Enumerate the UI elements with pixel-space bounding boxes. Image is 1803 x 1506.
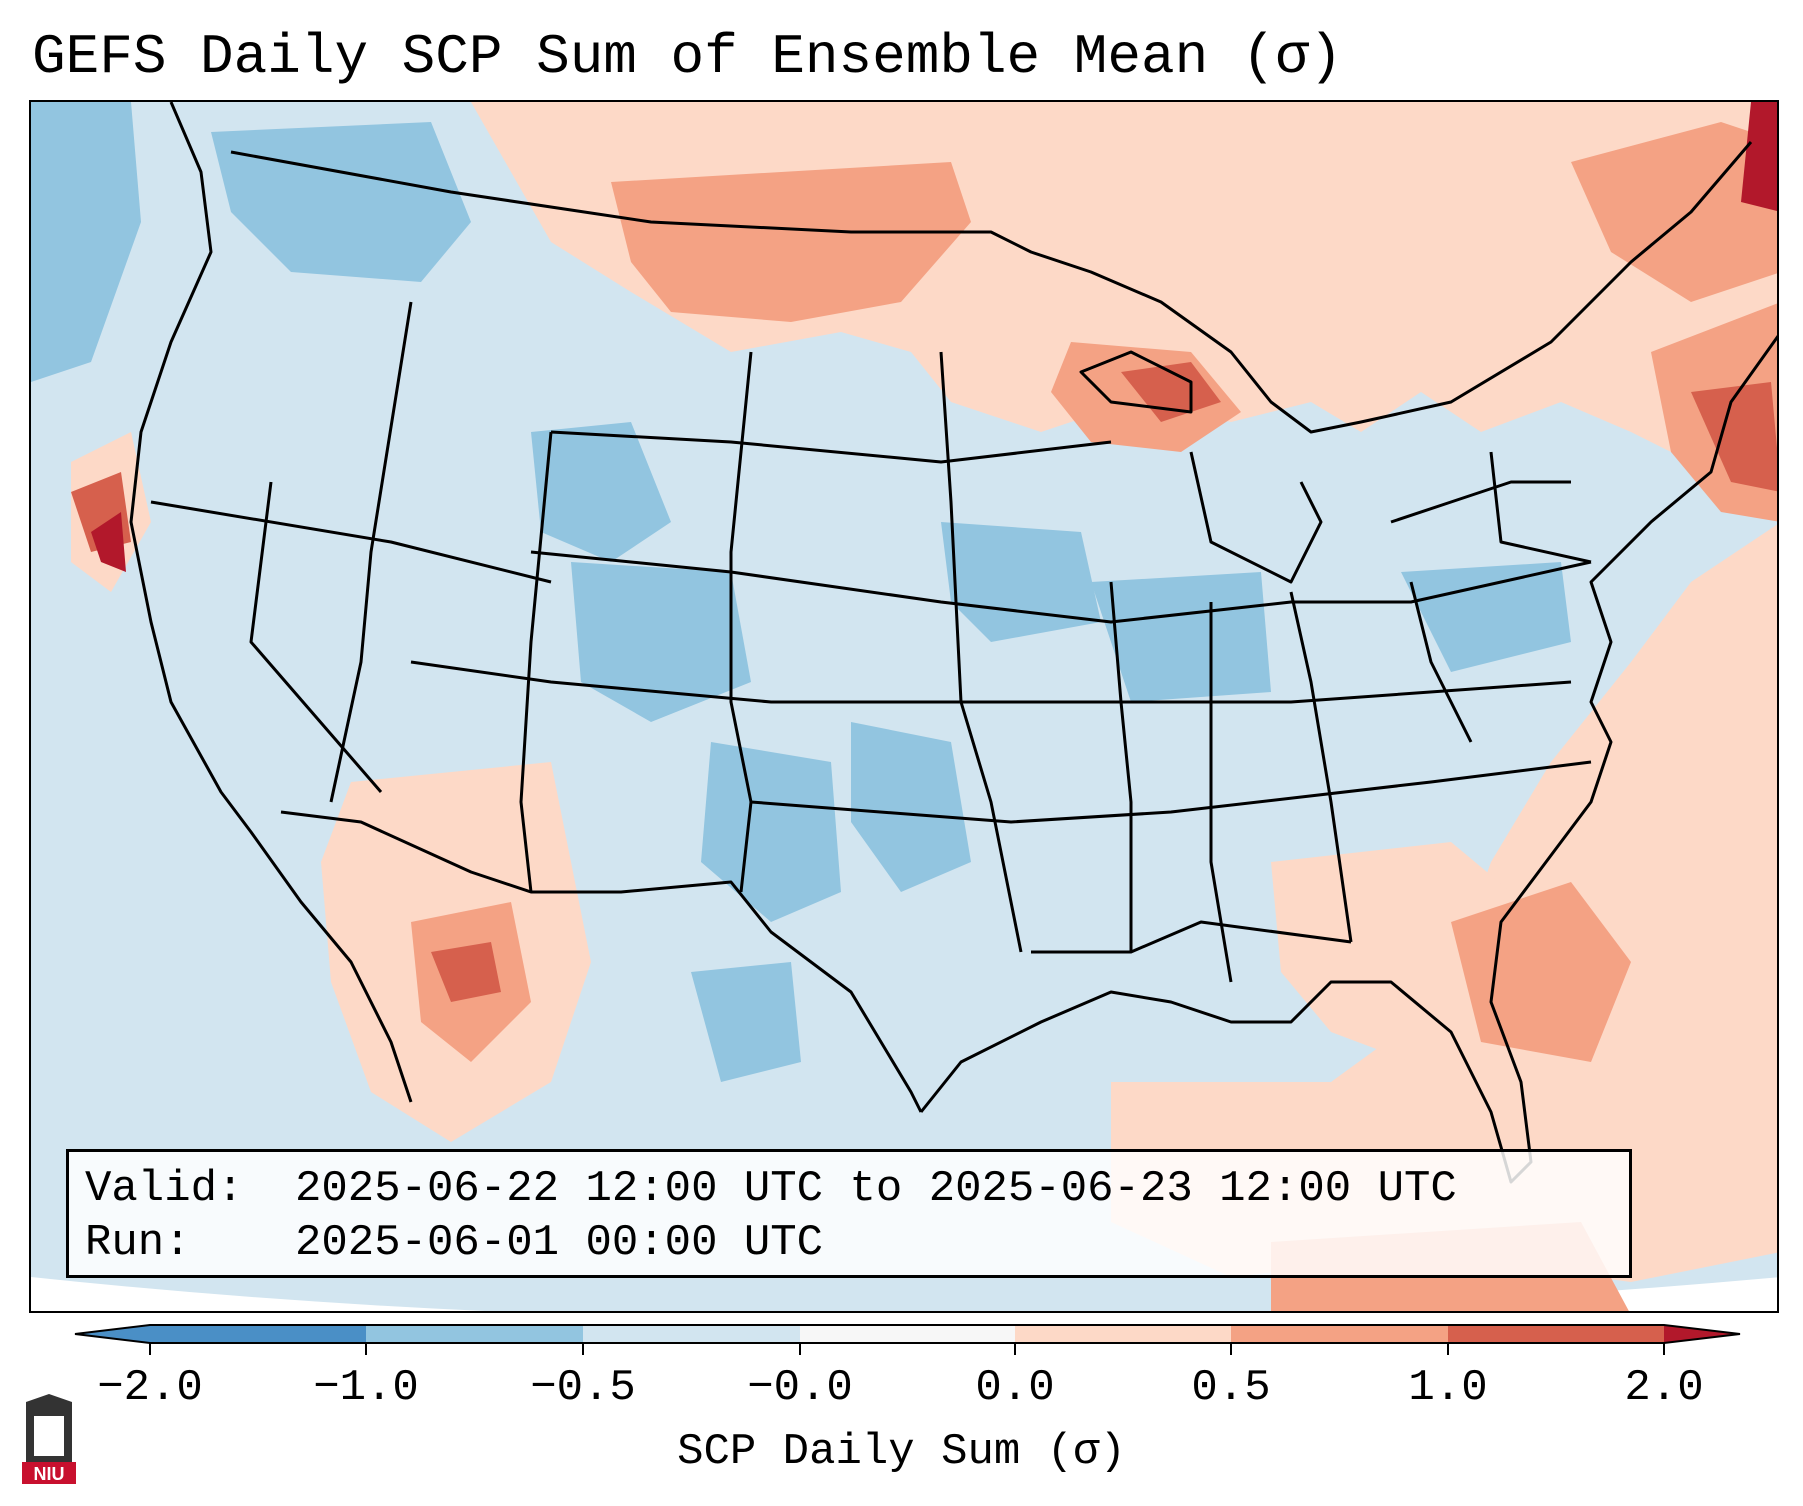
coast-extreme-area bbox=[91, 512, 126, 572]
oklahoma-negative-area bbox=[701, 742, 841, 922]
logo-text: NIU bbox=[34, 1464, 65, 1484]
map-boundaries bbox=[129, 102, 1777, 1184]
colorbar-tick-label: 0.0 bbox=[975, 1363, 1055, 1413]
positive-anomaly-strong bbox=[71, 362, 1777, 1002]
pennsylvania-negative-area bbox=[1401, 562, 1571, 672]
state-border-14 bbox=[1289, 591, 1353, 943]
niu-logo-icon: NIU bbox=[22, 1394, 76, 1484]
colorbar-extend-high bbox=[1664, 1325, 1740, 1343]
colorbar-label: SCP Daily Sum (σ) bbox=[677, 1427, 1126, 1477]
colorbar-segment bbox=[1015, 1325, 1231, 1343]
state-border-15 bbox=[1409, 581, 1473, 743]
canada-border bbox=[230, 141, 1753, 434]
valid-value: 2025-06-22 12:00 UTC to 2025-06-23 12:00… bbox=[295, 1164, 1457, 1214]
chart-title: GEFS Daily SCP Sum of Ensemble Mean (σ) bbox=[32, 25, 1343, 89]
dakota-moderate-area bbox=[611, 162, 971, 322]
colorbar-tick-label: 1.0 bbox=[1408, 1363, 1488, 1413]
mexico-border bbox=[280, 810, 923, 1113]
state-border-12 bbox=[1109, 581, 1133, 952]
state-border-11 bbox=[939, 351, 1023, 953]
kansas-negative-area bbox=[851, 722, 971, 892]
state-border-6 bbox=[1031, 920, 1352, 954]
pacific-negative-area bbox=[31, 102, 141, 382]
state-border-7 bbox=[249, 481, 383, 793]
state-border-8 bbox=[329, 301, 413, 803]
iowa-negative-area bbox=[941, 522, 1101, 642]
colorbar-extend-low bbox=[75, 1325, 150, 1343]
northeast-extreme-area bbox=[1741, 102, 1777, 211]
great-lakes-outline bbox=[1189, 451, 1323, 584]
southeast-positive-area bbox=[1271, 842, 1511, 1062]
colorbar-segment bbox=[583, 1325, 800, 1343]
map-canvas bbox=[31, 102, 1777, 1311]
state-border-5 bbox=[750, 760, 1592, 824]
texas-negative-area bbox=[691, 962, 801, 1082]
colorbar-segment bbox=[366, 1325, 583, 1343]
logo-window-shape bbox=[34, 1416, 64, 1456]
lake-erie-ontario-outline bbox=[1390, 480, 1571, 524]
run-label: Run: bbox=[85, 1218, 191, 1268]
valid-line: Valid: 2025-06-22 12:00 UTC to 2025-06-23… bbox=[85, 1162, 1613, 1216]
valid-label: Valid: bbox=[85, 1164, 244, 1214]
colorbar-tick-label: −0.5 bbox=[530, 1363, 636, 1413]
superior-strong-area bbox=[1121, 362, 1221, 422]
logo-banner-shape bbox=[22, 1462, 76, 1484]
state-border-1 bbox=[150, 500, 552, 584]
colorado-negative-area bbox=[571, 562, 751, 722]
gulf-atlantic-coastline bbox=[919, 335, 1777, 1184]
colorbar-segment bbox=[150, 1325, 366, 1343]
colorbar-segment bbox=[800, 1325, 1015, 1343]
state-border-13 bbox=[1209, 602, 1233, 983]
maine-strong-area bbox=[1691, 382, 1777, 492]
colorbar-tick-label: −1.0 bbox=[313, 1363, 419, 1413]
state-border-4 bbox=[410, 660, 1572, 704]
quebec-moderate-area bbox=[1571, 122, 1777, 302]
west-coastline bbox=[129, 102, 413, 1103]
map-panel bbox=[29, 100, 1779, 1313]
colorbar-tick-label: 2.0 bbox=[1624, 1363, 1704, 1413]
positive-anomaly-extreme bbox=[91, 102, 1777, 572]
illinois-negative-area bbox=[1091, 572, 1271, 702]
state-border-16 bbox=[1489, 451, 1592, 564]
colorbar-outline bbox=[74, 1324, 1741, 1344]
negative-anomaly-moderate bbox=[31, 102, 1571, 1082]
run-value: 2025-06-01 00:00 UTC bbox=[295, 1218, 824, 1268]
run-line: Run: 2025-06-01 00:00 UTC bbox=[85, 1216, 1613, 1270]
az-strong-area bbox=[431, 942, 501, 1002]
state-border-9 bbox=[519, 431, 553, 893]
colorbar-tick-label: −0.0 bbox=[747, 1363, 853, 1413]
colorbar-tick-label: −2.0 bbox=[97, 1363, 203, 1413]
wyoming-negative-area bbox=[531, 422, 671, 562]
run-info-box: Valid: 2025-06-22 12:00 UTC to 2025-06-23… bbox=[66, 1149, 1632, 1278]
colorbar-tick-label: 0.5 bbox=[1191, 1363, 1271, 1413]
lake-superior-outline bbox=[1079, 350, 1193, 414]
colorbar-segment bbox=[1231, 1325, 1448, 1343]
northwest-negative-area bbox=[211, 122, 471, 282]
state-border-10 bbox=[729, 351, 753, 893]
state-border-2 bbox=[550, 430, 1112, 464]
colorbar-segment bbox=[1448, 1325, 1664, 1343]
